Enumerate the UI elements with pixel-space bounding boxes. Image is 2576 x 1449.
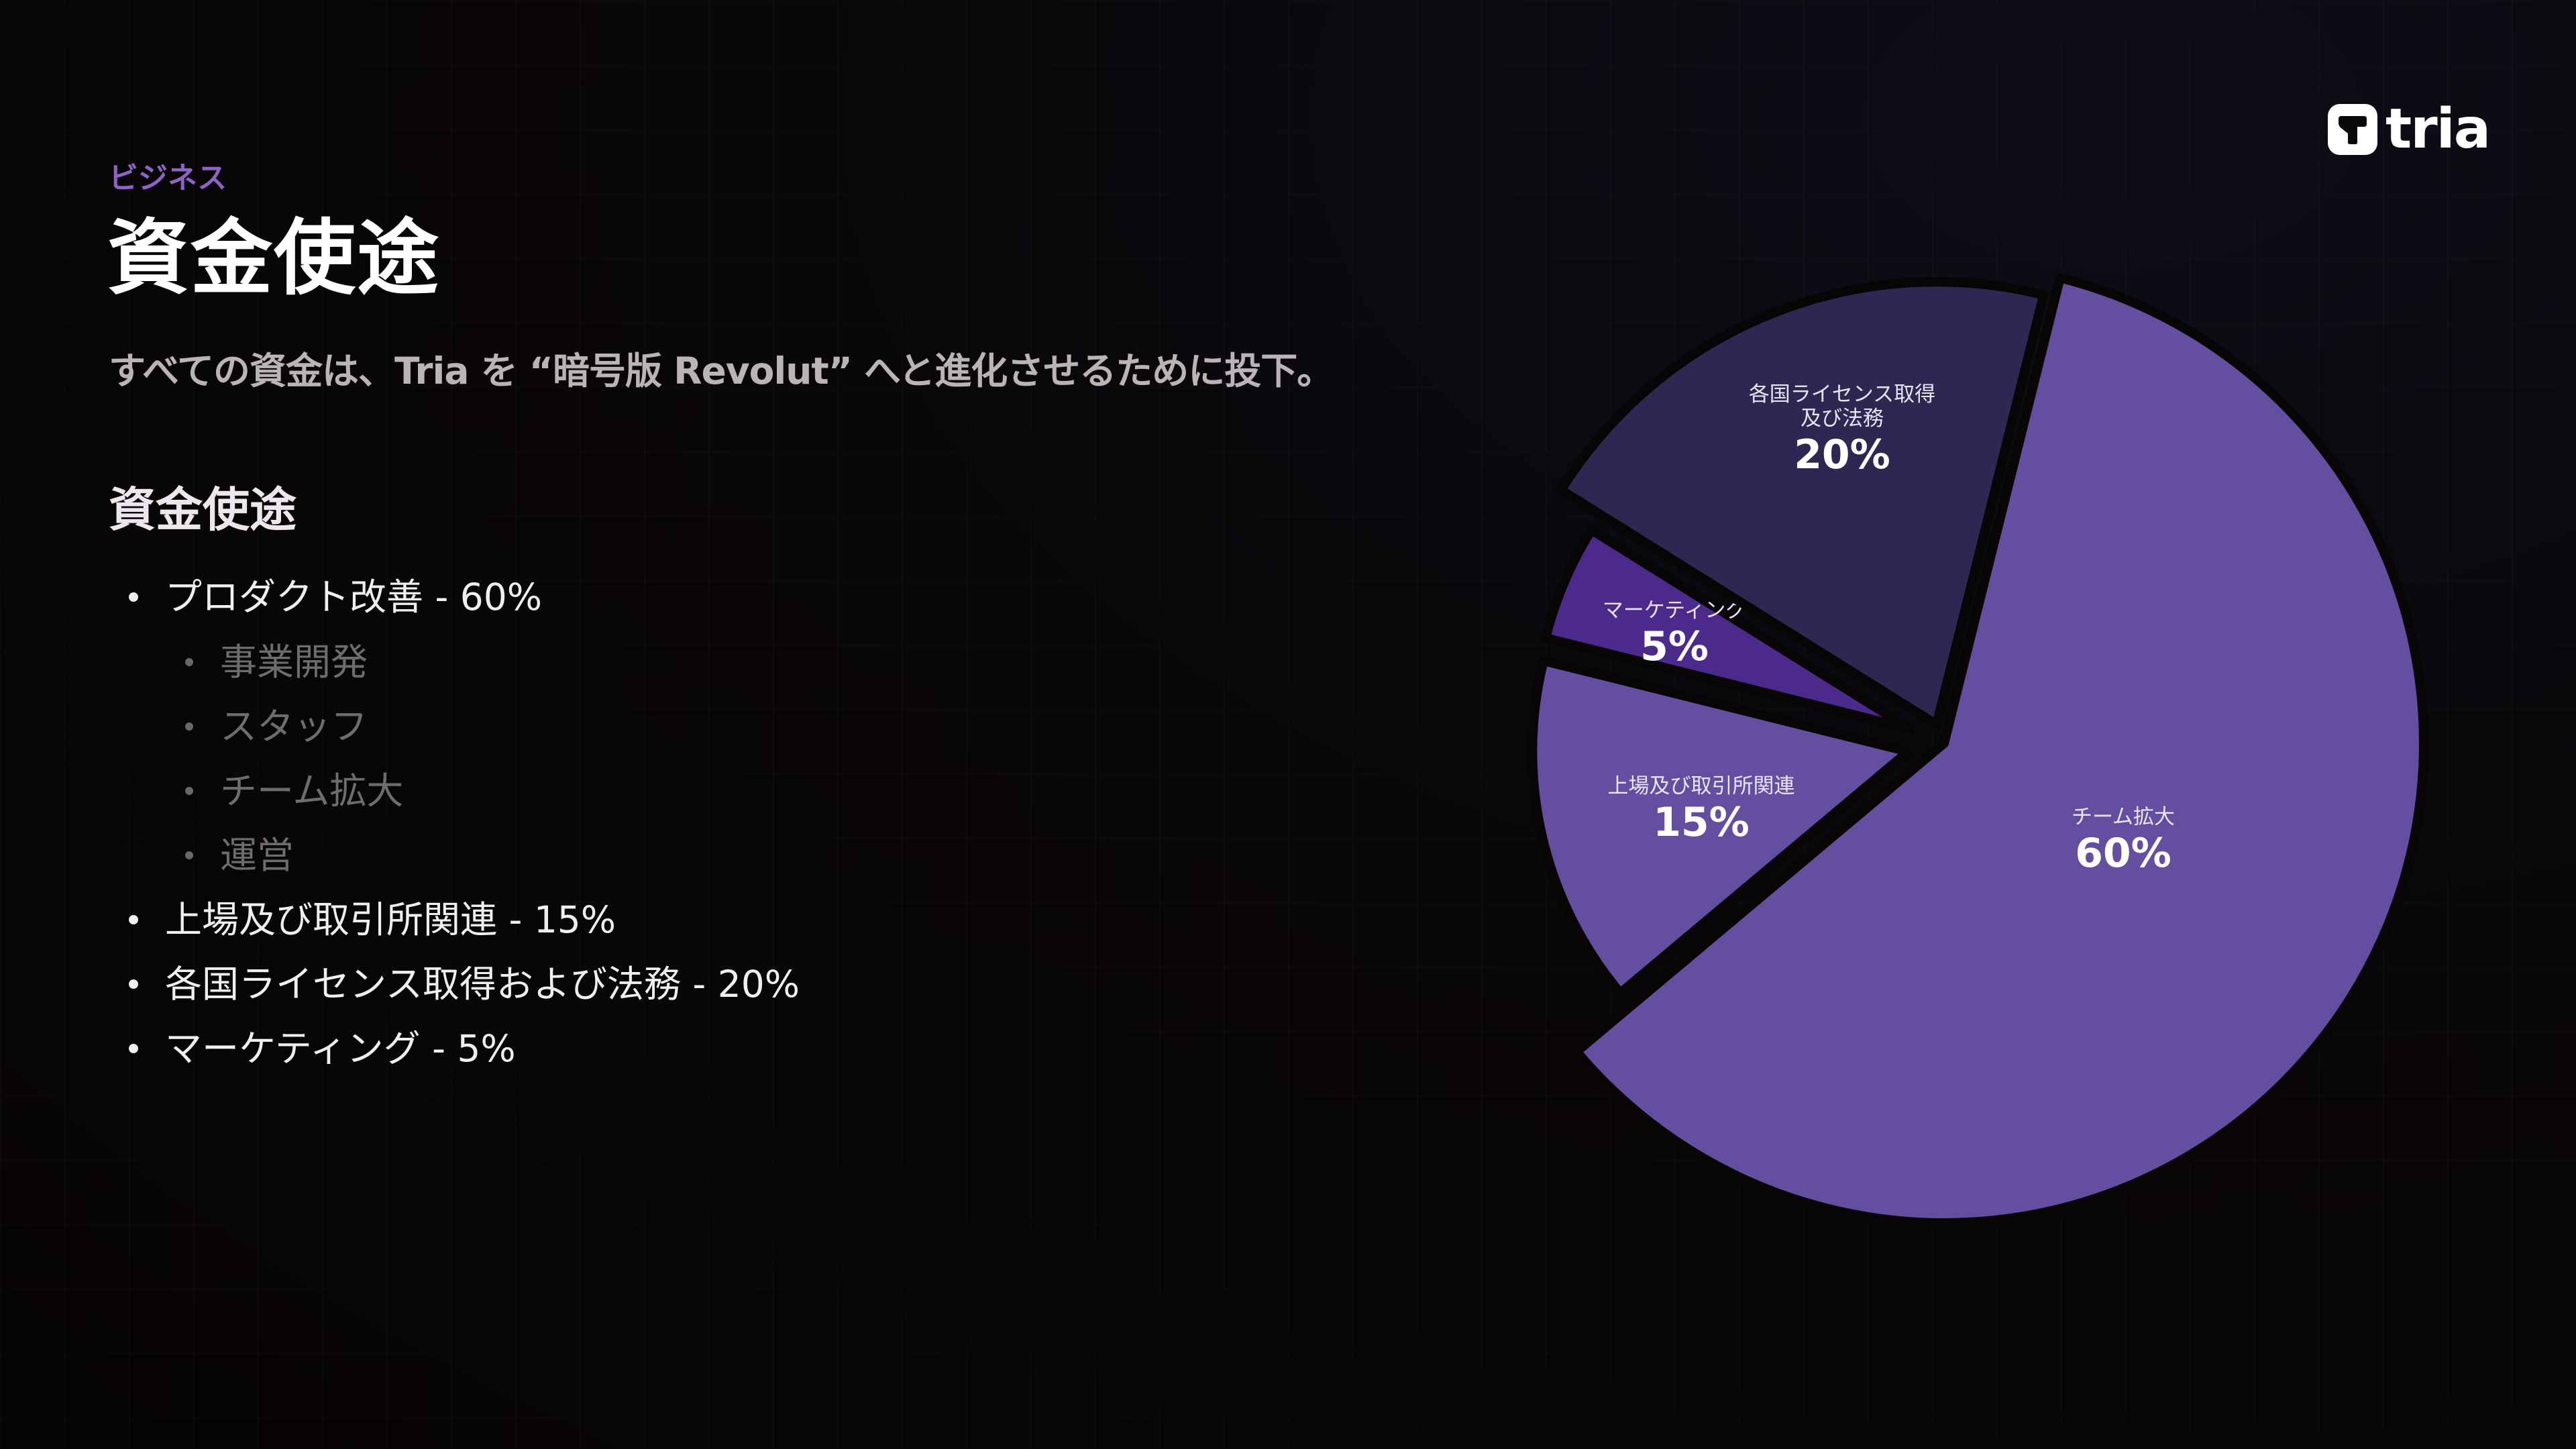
slice-label: 各国ライセンス取得: [1749, 382, 1935, 407]
list-item-text: マーケティング - 5%: [165, 1027, 516, 1070]
list-item: プロダクト改善 - 60%: [129, 579, 542, 616]
bullet-icon: [185, 657, 193, 666]
list-item-text: 運営: [220, 834, 294, 877]
pie-slice: [1527, 655, 1913, 998]
list-item: チーム拡大: [185, 773, 403, 810]
page-title: 資金使途: [107, 211, 440, 306]
slice-label: マーケティング: [1603, 598, 1747, 623]
list-item-text: チーム拡大: [220, 769, 404, 812]
slice-label: 上場及び取引所関連: [1608, 774, 1795, 798]
tria-logo: tria: [2328, 97, 2491, 161]
list-item-text: 事業開発: [220, 641, 368, 684]
bullet-icon: [185, 722, 193, 731]
page-subtitle: すべての資金は、Tria を “暗号版 Revolut” へと進化させるために投…: [109, 350, 1334, 392]
slice-value-label: 20%: [1794, 431, 1890, 478]
list-item: マーケティング - 5%: [129, 1030, 516, 1067]
pie-slice: [1541, 525, 1915, 734]
list-item-text: スタッフ: [220, 705, 368, 748]
pie-slice: [1556, 277, 2049, 730]
bullet-icon: [185, 851, 193, 859]
tria-logo-icon: [2328, 104, 2377, 155]
slice-label: チーム拡大: [2072, 805, 2175, 829]
list-item-text: 上場及び取引所関連 - 15%: [165, 898, 616, 941]
list-item-text: 各国ライセンス取得および法務 - 20%: [165, 963, 800, 1006]
pie-slice: [1572, 273, 2428, 1228]
bullet-icon: [129, 914, 138, 924]
list-item: 事業開発: [185, 644, 368, 681]
slice-value-label: 60%: [2075, 830, 2171, 877]
list-item: 各国ライセンス取得および法務 - 20%: [129, 966, 800, 1003]
slice-value-label: 15%: [1653, 799, 1750, 846]
list-item: スタッフ: [185, 708, 368, 745]
logo-text: tria: [2385, 97, 2491, 161]
slice-value-label: 5%: [1640, 623, 1709, 670]
list-item: 運営: [185, 837, 294, 874]
list-item: 上場及び取引所関連 - 15%: [129, 902, 616, 938]
list-item-text: プロダクト改善 - 60%: [165, 576, 543, 619]
bullet-icon: [129, 979, 138, 989]
bullet-icon: [185, 786, 193, 795]
slice-label: 及び法務: [1801, 407, 1884, 431]
eyebrow-label: ビジネス: [109, 161, 227, 195]
bullet-icon: [129, 1043, 138, 1053]
bullet-icon: [129, 592, 138, 602]
section-title: 資金使途: [109, 482, 297, 537]
